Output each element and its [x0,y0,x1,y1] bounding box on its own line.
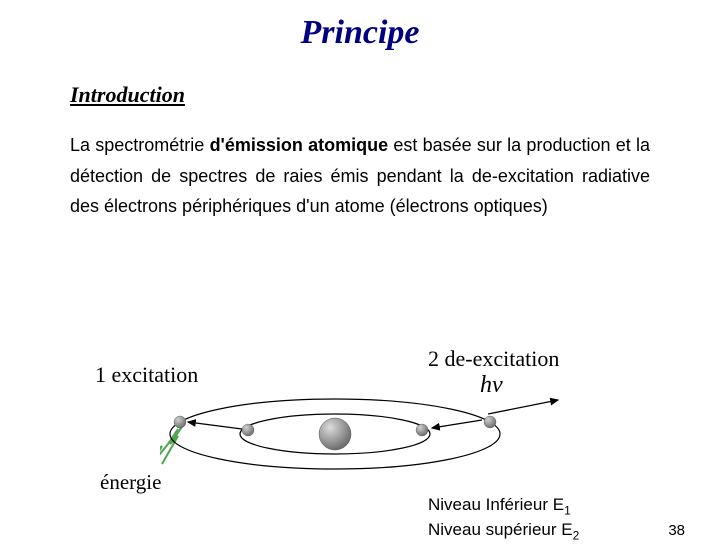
para-text-bold: d'émission atomique [210,135,389,155]
section-heading: Introduction [70,82,720,108]
page-number: 38 [668,522,685,539]
deexcitation-arrow [432,420,482,428]
electron-outer-left [174,416,186,428]
niveau-inf-sub: 1 [564,503,571,517]
niveau-sup-sub: 2 [573,528,580,542]
page-title: Principe [0,14,720,52]
label-energie: énergie [100,470,161,495]
atom-svg [160,384,580,504]
nucleus [319,418,351,450]
intro-paragraph: La spectrométrie d'émission atomique est… [70,130,650,222]
photon-arrow [488,400,558,414]
electron-outer-right [484,416,496,428]
label-deexcitation: 2 de-excitation [428,346,559,372]
para-text-1: La spectrométrie [70,135,210,155]
excitation-arrow [188,422,242,429]
niveau-sup: Niveau supérieur E [428,520,573,539]
energy-bolt-icon [160,424,184,464]
atom-diagram: 1 excitation 2 de-excitation hν énergie … [0,344,720,554]
electron-inner-right [416,424,428,436]
electron-inner-left [242,424,254,436]
